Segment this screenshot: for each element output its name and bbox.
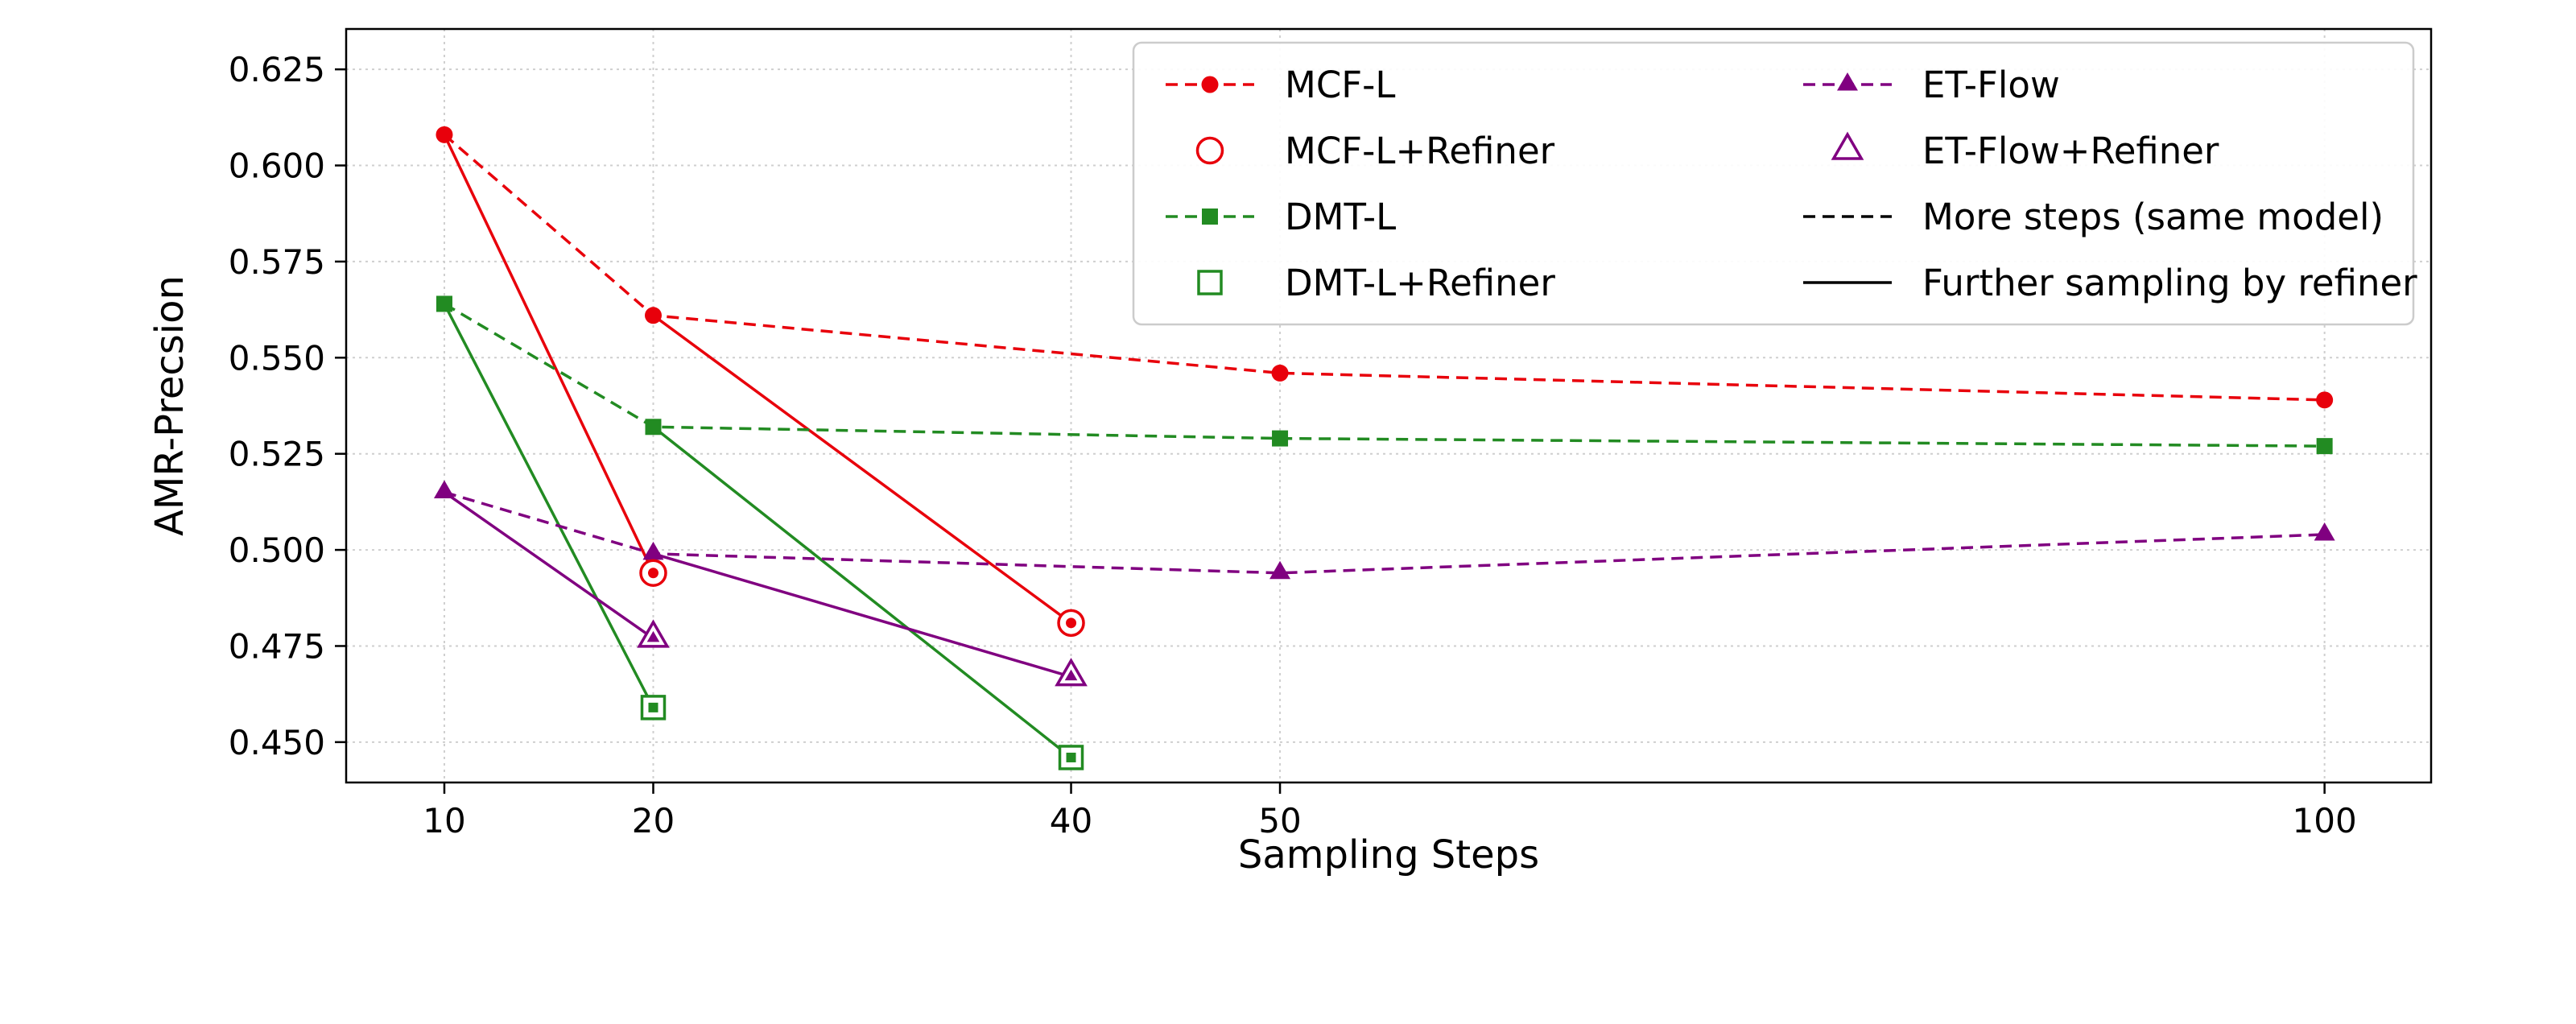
marker-square-open (640, 695, 667, 721)
x-tick-label: 10 (423, 801, 465, 840)
series-line-MCF-L (443, 134, 2325, 402)
series-line-DMT-L (444, 302, 2325, 448)
marker-triangle-filled (1837, 72, 1858, 91)
marker-circle-inner (1066, 617, 1077, 629)
legend-label: MCF-L (1285, 64, 1395, 106)
y-tick-label: 0.550 (229, 338, 325, 378)
legend-label: More steps (same model) (1922, 196, 2384, 238)
legend-label: MCF-L+Refiner (1285, 130, 1555, 172)
marker-circle-filled (1201, 76, 1219, 93)
marker-square-inner (648, 702, 658, 712)
marker-square-filled (436, 295, 452, 312)
y-tick-label: 0.625 (229, 50, 325, 89)
marker-triangle-filled (2314, 522, 2335, 541)
refiner-line-MCF-L (652, 314, 1072, 625)
marker-square-open (1197, 270, 1223, 295)
marker-square-inner (1066, 752, 1076, 762)
legend-box (1132, 41, 2415, 326)
marker-triangle-open (1831, 131, 1864, 160)
legend-label: DMT-L (1285, 196, 1396, 238)
marker-circle-filled (644, 307, 662, 324)
axis-layer: 10 20 40 50 100 0.450 0.475 0.500 0.525 0.550 0.57… (229, 50, 2357, 840)
marker-circle-filled (1271, 364, 1289, 382)
plot-border (345, 27, 2433, 784)
legend-label: DMT-L+Refiner (1285, 262, 1555, 304)
y-tick-label: 0.450 (229, 723, 325, 762)
x-tick-label: 100 (2293, 801, 2357, 840)
y-axis-label: AMR-Precsion (147, 275, 192, 536)
y-tick-label: 0.525 (229, 435, 325, 474)
refiner-line-ET-Flow (652, 552, 1072, 679)
series-line-ET-Flow (444, 490, 2325, 575)
marker-circle-open (1195, 136, 1224, 165)
marker-triangle-filled (642, 541, 664, 560)
marker-square-filled (1202, 209, 1218, 225)
x-axis-label: Sampling Steps (1238, 832, 1539, 877)
marker-triangle-filled (433, 480, 455, 498)
y-tick-label: 0.500 (229, 531, 325, 570)
x-tick-label: 20 (632, 801, 675, 840)
legend-label: ET-Flow (1922, 64, 2060, 106)
x-tick-label: 50 (1258, 801, 1301, 840)
legend-label: ET-Flow+Refiner (1922, 130, 2219, 172)
y-tick-label: 0.600 (229, 147, 325, 186)
marker-triangle-inner (646, 630, 660, 642)
legend-label: Further sampling by refiner (1922, 262, 2417, 304)
legend: MCF-L MCF-L+Refiner DMT-L DMT-L+Refiner ET-F… (1132, 41, 2417, 326)
y-tick-label: 0.475 (229, 626, 325, 666)
marker-square-filled (2316, 438, 2333, 455)
y-tick-label: 0.575 (229, 242, 325, 282)
marker-triangle-inner (1064, 669, 1078, 681)
marker-circle-filled (2316, 391, 2334, 409)
series-layer (433, 126, 2335, 770)
refiner-line-DMT-L (443, 303, 655, 708)
marker-circle-inner (647, 568, 658, 579)
marker-square-filled (645, 419, 662, 436)
marker-circle-filled (436, 126, 453, 143)
marker-triangle-filled (1269, 560, 1291, 580)
marker-square-filled (1272, 430, 1289, 447)
refiner-line-MCF-L (443, 134, 655, 574)
refiner-line-DMT-L (652, 425, 1072, 759)
refiner-line-ET-Flow (443, 491, 654, 640)
x-tick-label: 40 (1050, 801, 1092, 840)
